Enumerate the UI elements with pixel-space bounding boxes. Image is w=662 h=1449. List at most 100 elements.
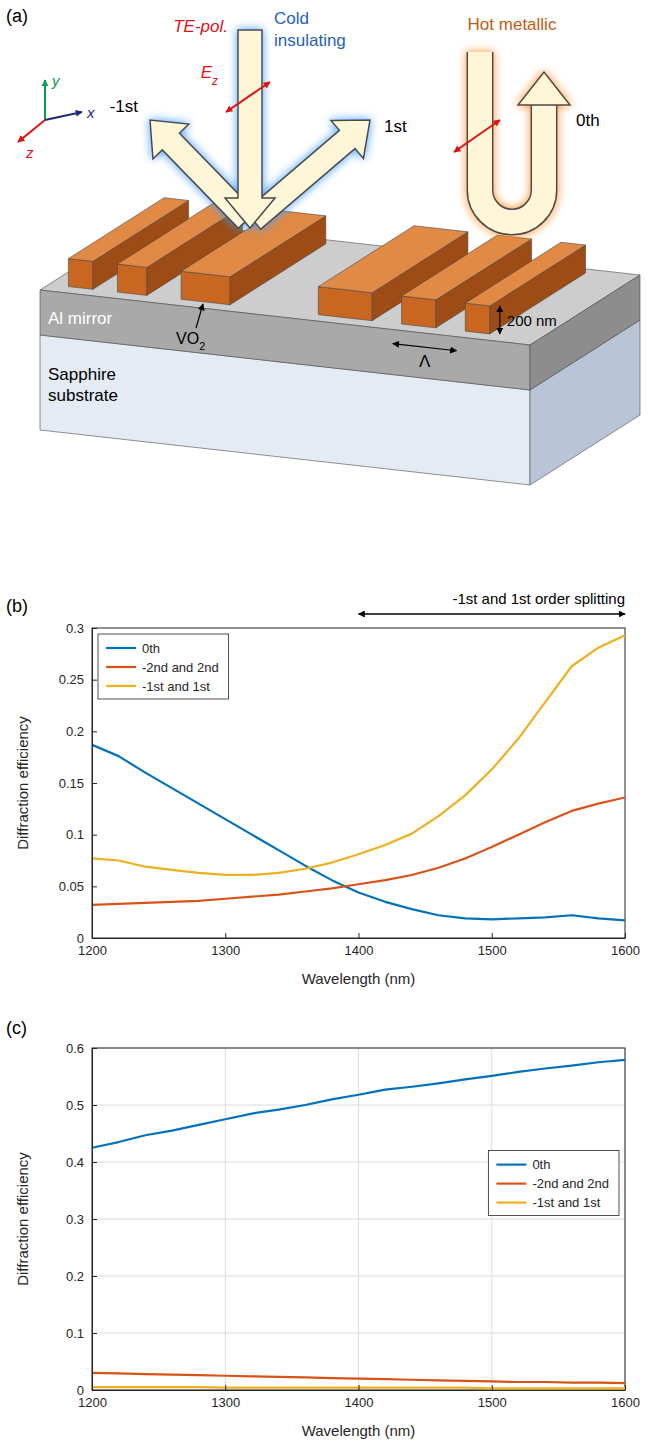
series-lines [92, 635, 625, 920]
tick-mark [92, 1333, 97, 1334]
tick-mark [225, 933, 226, 938]
state-label: Cold [274, 9, 309, 28]
tick-mark [92, 938, 97, 939]
tick-mark [625, 933, 626, 938]
y-axis: 00.050.10.150.20.250.3 [59, 621, 97, 946]
chart-panel: 1200130014001500160000.050.10.150.20.250… [6, 590, 640, 987]
tick: 1500 [478, 1385, 507, 1410]
legend-box [98, 634, 229, 699]
panel-letter: (a) [6, 6, 28, 26]
axis-arrow [18, 120, 45, 142]
bar-front [68, 259, 93, 290]
series-line [92, 1060, 625, 1148]
tick-label: 1300 [211, 1395, 240, 1410]
axis-title: Diffraction efficiency [14, 716, 31, 850]
tick: 1600 [611, 933, 640, 958]
legend-swatch [496, 1201, 526, 1203]
y-axis: 00.10.20.30.40.50.6 [66, 1041, 97, 1398]
tick-label: 1400 [345, 943, 374, 958]
plot-frame [92, 1048, 625, 1390]
axis-title: Wavelength (nm) [302, 1422, 416, 1439]
tick: 0.5 [66, 1098, 97, 1113]
tick: 0.1 [66, 827, 97, 842]
tick-label: 0.2 [66, 724, 84, 739]
tick-label: 1400 [345, 1395, 374, 1410]
legend-swatch [106, 666, 136, 668]
tick-mark [359, 933, 360, 938]
tick-label: 0.2 [66, 1269, 84, 1284]
tick-mark [625, 1385, 626, 1390]
tick: 0 [77, 1383, 97, 1398]
axis-line [93, 938, 626, 939]
axis-name: y [51, 72, 61, 89]
substrate-label: Sapphire [48, 365, 116, 384]
x-axis: 12001300140015001600 [78, 933, 640, 958]
tick-label: 0.3 [66, 1212, 84, 1227]
legend-swatch [496, 1182, 526, 1184]
tick: 0.3 [66, 621, 97, 636]
tick-mark [92, 1048, 97, 1049]
tick-label: 0.25 [59, 672, 84, 687]
diagram-panel: Al mirrorSapphiresubstrateVO2200 nmΛyxz(… [6, 6, 640, 485]
legend-box [488, 1151, 619, 1216]
beam-body [480, 52, 544, 222]
beam-arrow [225, 30, 275, 228]
tick-label: 0.05 [59, 879, 84, 894]
beam-arrow [245, 120, 370, 229]
tick-mark [92, 731, 97, 732]
bar-top [465, 242, 585, 306]
tick: 0.2 [66, 1269, 97, 1284]
tick: 1300 [211, 933, 240, 958]
tick-mark [92, 1105, 97, 1106]
legend-label: -2nd and 2nd [142, 660, 219, 675]
tick-mark [492, 933, 493, 938]
tick-mark [359, 1385, 360, 1390]
tick-mark [92, 835, 97, 836]
bar-front [402, 296, 436, 328]
series-line [92, 745, 625, 921]
annotation: -1st and 1st order splitting [452, 590, 625, 607]
hot-beam [480, 52, 570, 222]
tick-mark [225, 1385, 226, 1390]
order-label: 1st [384, 117, 407, 136]
tick: 1400 [345, 1385, 374, 1410]
legend: 0th-2nd and 2nd-1st and 1st [98, 634, 229, 699]
grid-line [92, 1276, 625, 1277]
material-sub: 2 [199, 340, 205, 352]
series-line [92, 797, 625, 904]
pointer [196, 304, 203, 328]
state-label: insulating [274, 31, 346, 50]
order-label: 0th [576, 111, 600, 130]
grid [92, 1048, 625, 1390]
state-label: Hot metallic [468, 15, 557, 34]
tick: 0.6 [66, 1041, 97, 1056]
axis-name: z [25, 144, 34, 161]
tick-mark [92, 1162, 97, 1163]
tick-label: 1600 [611, 943, 640, 958]
figure: Al mirrorSapphiresubstrateVO2200 nmΛyxz(… [0, 0, 662, 1449]
legend-swatch [106, 685, 136, 687]
tick-label: 0.3 [66, 621, 84, 636]
legend-label: -1st and 1st [532, 1195, 600, 1210]
tick-label: 0.1 [66, 1326, 84, 1341]
legend: 0th-2nd and 2nd-1st and 1st [488, 1151, 619, 1216]
legend-label: -1st and 1st [142, 679, 210, 694]
series-line [92, 1373, 625, 1383]
field-sub: z [211, 74, 218, 88]
chart-panel: 1200130014001500160000.10.20.30.40.50.6W… [6, 1018, 640, 1439]
legend-swatch [106, 647, 136, 649]
tick-label: 1300 [211, 943, 240, 958]
tick-label: 1600 [611, 1395, 640, 1410]
x-axis: 12001300140015001600 [78, 1385, 640, 1410]
material-label: VO2 [176, 330, 205, 352]
beam-head [518, 72, 570, 105]
tick-mark [92, 886, 97, 887]
tick-label: 0 [77, 1383, 84, 1398]
axis-arrow [45, 112, 82, 120]
tick-label: 1500 [478, 1395, 507, 1410]
legend-label: -2nd and 2nd [532, 1176, 609, 1191]
axis-title: Diffraction efficiency [14, 1152, 31, 1286]
tick-mark [92, 680, 97, 681]
tick: 0.15 [59, 776, 97, 791]
axis-arrow [44, 80, 46, 120]
